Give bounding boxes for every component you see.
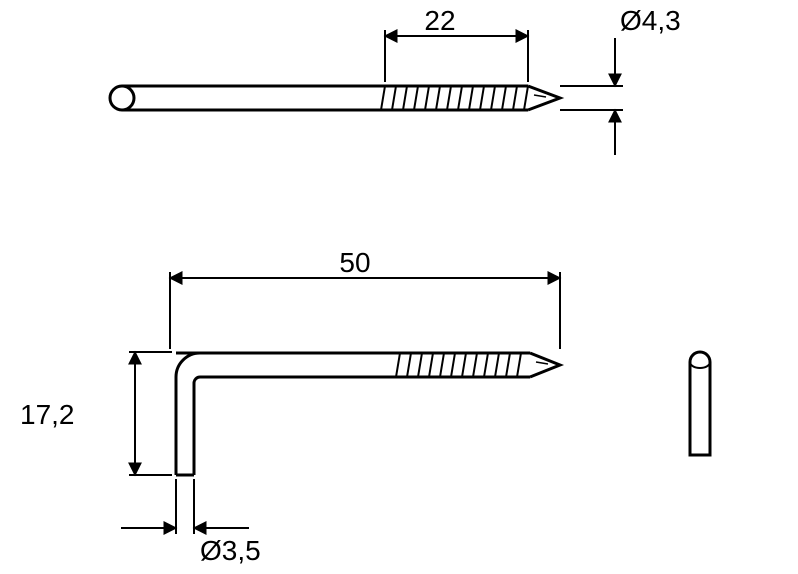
dim-overall-length: 50 [170,247,560,349]
dim-thread-diameter-value: Ø4,3 [620,5,681,36]
dim-thread-length-value: 22 [424,5,455,36]
dim-overall-length-value: 50 [339,247,370,278]
dim-leg-height-value: 17,2 [20,399,75,430]
dim-leg-diameter: Ø3,5 [121,479,261,566]
end-view [690,352,710,455]
technical-drawing: 22 Ø4,3 50 17,2 Ø3,5 [0,0,798,574]
side-view [176,353,560,475]
top-view [110,86,560,110]
dim-thread-length: 22 [385,5,528,82]
dim-leg-height: 17,2 [20,352,172,475]
dim-leg-diameter-value: Ø3,5 [200,535,261,566]
dim-thread-diameter: Ø4,3 [560,5,681,155]
